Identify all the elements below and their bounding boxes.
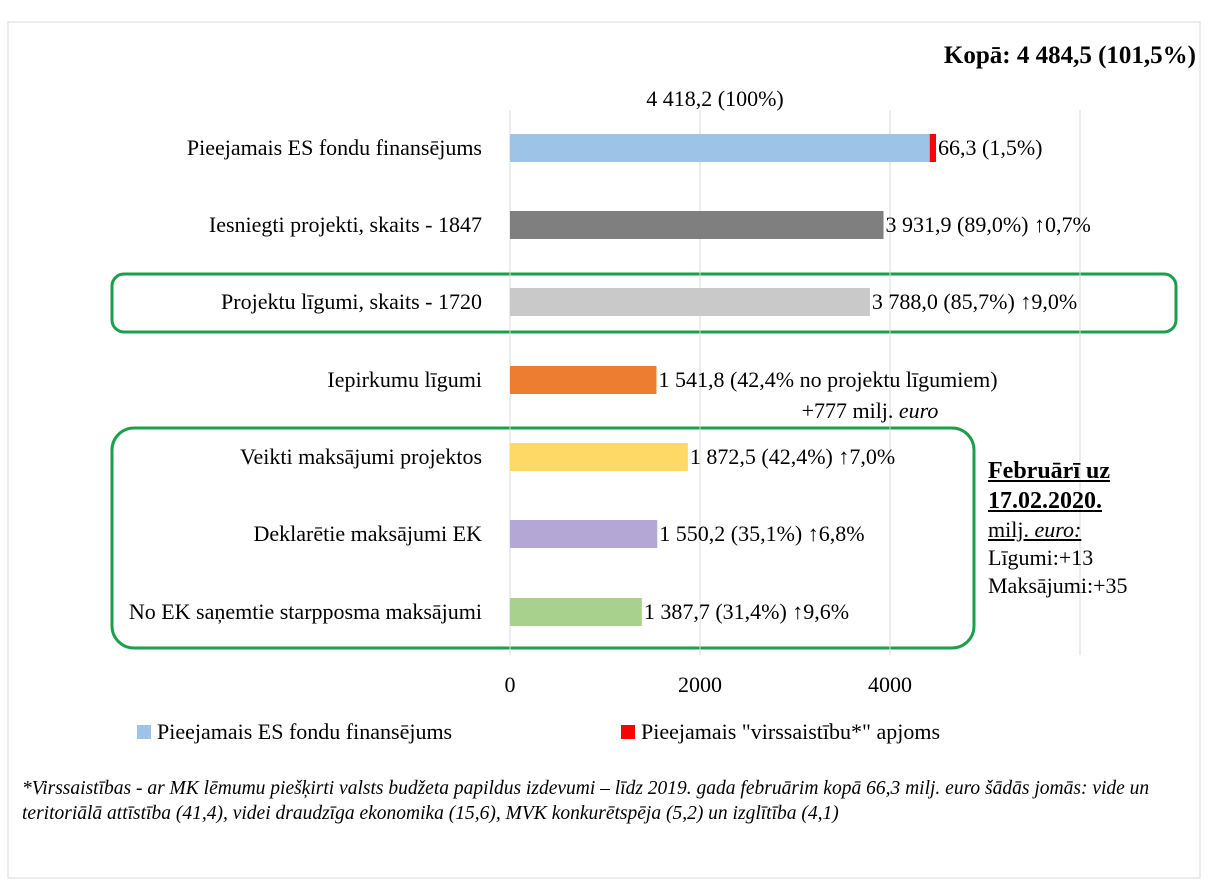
unit-italic: euro: — [1034, 517, 1082, 542]
bar — [929, 134, 937, 162]
data-label: 3 931,9 (89,0%) ↑0,7% — [886, 212, 1091, 237]
data-label: 66,3 (1,5%) — [938, 135, 1042, 160]
y-tick-label: No EK saņemtie starpposma maksājumi — [128, 599, 482, 624]
legend-swatch — [137, 725, 151, 739]
y-tick-label: Iesniegti projekti, skaits - 1847 — [208, 212, 482, 237]
highlight-box — [110, 426, 976, 650]
highlight-box — [110, 272, 1178, 334]
data-label: 4 418,2 (100%) — [646, 86, 783, 111]
bar — [510, 366, 657, 394]
footnote: *Virssaistības - ar MK lēmumu piešķirti … — [22, 778, 1150, 824]
data-label: 1 872,5 (42,4%) ↑7,0% — [690, 444, 895, 469]
legend-swatch — [621, 725, 635, 739]
data-label: 1 387,7 (31,4%) ↑9,6% — [644, 599, 849, 624]
bar — [510, 211, 884, 239]
chart-title: Kopā: 4 484,5 (101,5%) — [943, 42, 1196, 69]
x-tick-label: 2000 — [678, 672, 722, 697]
y-tick-label: Veikti maksājumi projektos — [240, 444, 482, 469]
frame — [7, 21, 1201, 879]
annotation: +777 milj. euro — [802, 398, 939, 423]
side-note: Februārī uz 17.02.2020. milj. euro: Līgu… — [988, 456, 1158, 600]
unit: milj. — [988, 517, 1035, 542]
bar — [510, 134, 930, 162]
y-tick-label: Pieejamais ES fondu finansējums — [186, 135, 482, 160]
side-note-heading: Februārī uz 17.02.2020. — [988, 458, 1110, 514]
bar — [510, 598, 642, 626]
bar — [510, 443, 688, 471]
legend-label: Pieejamais "virssaistību*" apjoms — [641, 719, 940, 744]
annotation-part: euro — [899, 398, 939, 423]
legend-label: Pieejamais ES fondu finansējums — [157, 719, 452, 744]
y-tick-label: Projektu līgumi, skaits - 1720 — [221, 289, 482, 314]
annotation-part: +777 milj. — [802, 398, 899, 423]
data-label: 1 550,2 (35,1%) ↑6,8% — [659, 521, 864, 546]
data-label: 3 788,0 (85,7%) ↑9,0% — [872, 289, 1077, 314]
x-tick-label: 0 — [505, 672, 516, 697]
side-note-unit: milj. euro: — [988, 516, 1158, 544]
bar — [510, 520, 658, 548]
bar — [510, 288, 870, 316]
side-note-line: Līgumi:+13 — [988, 545, 1094, 570]
side-note-line: Maksājumi:+35 — [988, 573, 1128, 598]
x-tick-label: 4000 — [868, 672, 912, 697]
y-tick-label: Deklarētie maksājumi EK — [253, 521, 482, 546]
data-label: 1 541,8 (42,4% no projektu līgumiem) — [658, 367, 997, 392]
y-tick-label: Iepirkumu līgumi — [327, 367, 482, 392]
